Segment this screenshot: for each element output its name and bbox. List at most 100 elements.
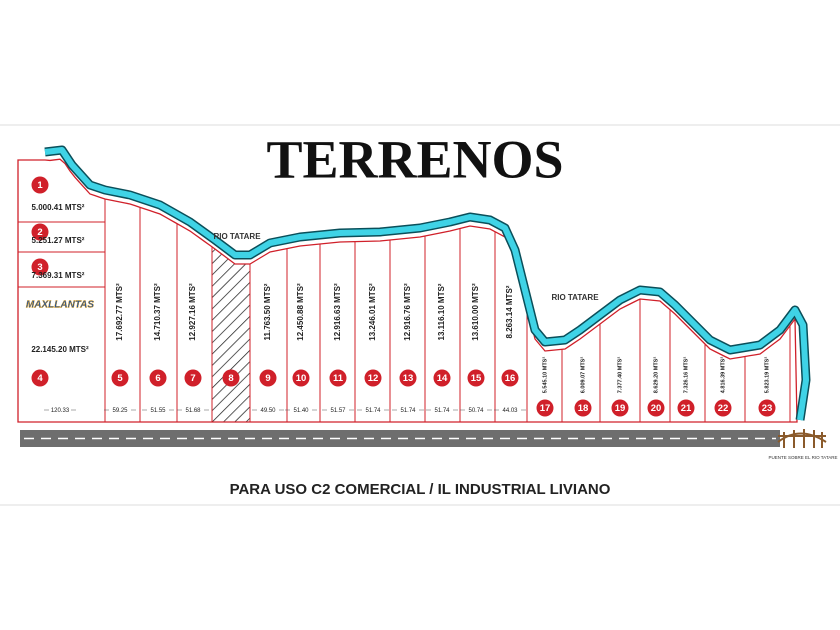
lot-frontage: 49.50 <box>260 408 276 414</box>
lot-frontage: 51.57 <box>330 408 346 414</box>
lot-badge <box>433 369 451 387</box>
lot-number: 4 <box>37 373 43 384</box>
lot-badge <box>714 399 732 417</box>
lot-area: 13.116.10 MTS² <box>437 283 446 340</box>
title: TERRENOS <box>266 129 563 189</box>
lot-frontage: 51.68 <box>185 408 201 414</box>
lot-frontage: 44.03 <box>502 408 518 414</box>
lot-outline <box>17 158 798 423</box>
lot-number: 10 <box>296 373 307 384</box>
lot-area: 14.710.37 MTS² <box>153 283 162 341</box>
lot-area: 17.692.77 MTS² <box>115 283 124 341</box>
hatched-lot <box>212 246 250 422</box>
plan: RIO TATARE RIO TATARE MAXLLANTAS 1 5.000.41 … <box>17 145 811 423</box>
frontage-bg <box>465 405 487 415</box>
lot-area: 5.000.41 MTS² <box>32 203 85 212</box>
lot-badge <box>677 399 695 417</box>
lot-badge <box>501 369 519 387</box>
lot-badge <box>647 399 665 417</box>
lot-number: 1 <box>37 180 43 191</box>
lot-number: 13 <box>403 373 414 384</box>
lot-frontage: 120.33 <box>51 408 70 414</box>
lot-badge <box>31 223 49 241</box>
frontage-bg <box>257 405 279 415</box>
lot-badge <box>574 399 592 417</box>
river <box>44 147 809 421</box>
lot-number: 19 <box>615 403 626 414</box>
lot-frontage: 51.74 <box>400 408 416 414</box>
lot-number: 17 <box>540 403 551 414</box>
lot-area: 13.610.00 MTS² <box>471 283 480 341</box>
lot-number: 12 <box>368 373 379 384</box>
lot-number: 5 <box>117 373 123 384</box>
lot-badge <box>292 369 310 387</box>
frontage-bg <box>397 405 419 415</box>
lot-number: 16 <box>505 373 516 384</box>
lot-number: 14 <box>437 373 448 384</box>
lot-number: 9 <box>265 373 270 384</box>
river-label: RIO TATARE <box>551 293 599 302</box>
lot-number: 18 <box>578 403 589 414</box>
lot-area: 8.263.14 MTS² <box>505 285 514 338</box>
lot-area: 8.629.20 MTS² <box>652 357 659 394</box>
frontage-bg <box>147 405 169 415</box>
lot-frontage: 51.55 <box>150 408 166 414</box>
lot-number: 7 <box>190 373 195 384</box>
lot-area: 4.816.39 MTS² <box>719 357 726 394</box>
lot-area: 7.369.31 MTS² <box>32 271 85 280</box>
lot-area: 6.009.07 MTS² <box>579 357 586 394</box>
lot-area: 5.545.10 MTS² <box>541 357 548 394</box>
subtitle: PARA USO C2 COMERCIAL / IL INDUSTRIAL LI… <box>230 481 611 498</box>
lot-area: 5.823.19 MTS² <box>763 357 770 394</box>
lot-area: 13.246.01 MTS² <box>368 283 377 341</box>
lot-badge <box>467 369 485 387</box>
lot-number: 23 <box>762 403 773 414</box>
lot-number: 8 <box>228 373 233 384</box>
lot-badge <box>111 369 129 387</box>
bridge-label: PUENTE SOBRE EL RIO TATARE <box>768 455 837 460</box>
lot-area: 12.450.88 MTS² <box>296 283 305 341</box>
lot-badge <box>399 369 417 387</box>
lot-area: 22.145.20 MTS² <box>31 345 89 354</box>
lot-badge <box>758 399 776 417</box>
lot-area: 12.916.63 MTS² <box>333 283 342 341</box>
lot-frontage: 50.74 <box>468 408 484 414</box>
lot-number: 21 <box>681 403 692 414</box>
frontage-bg <box>290 405 312 415</box>
logo: MAXLLANTAS <box>26 300 94 311</box>
bridge <box>777 429 827 448</box>
lot-number: 20 <box>651 403 662 414</box>
lot-badge <box>259 369 277 387</box>
lot-badge <box>31 176 49 194</box>
lot-badge <box>364 369 382 387</box>
lot-number: 11 <box>333 373 344 384</box>
river-label: RIO TATARE <box>213 232 261 241</box>
lot-frontage: 51.74 <box>365 408 381 414</box>
lot-number: 3 <box>37 262 42 273</box>
frontage-bg <box>499 405 521 415</box>
lot-area: 7.326.16 MTS² <box>682 357 689 394</box>
lot-badge <box>536 399 554 417</box>
lot-area: 11.763.50 MTS² <box>263 283 272 340</box>
lot-number: 2 <box>37 227 42 238</box>
lot-frontage: 51.74 <box>434 408 450 414</box>
lot-badge <box>329 369 347 387</box>
lot-area: 7.377.40 MTS² <box>616 357 623 394</box>
lot-badge <box>611 399 629 417</box>
lot-area: 5.251.27 MTS² <box>32 236 85 245</box>
lot-frontage: 59.25 <box>112 408 128 414</box>
lot-area: 12.916.76 MTS² <box>403 283 412 341</box>
frontage-bg <box>431 405 453 415</box>
lot-number: 6 <box>155 373 160 384</box>
lot-badge <box>184 369 202 387</box>
lot-frontage: 51.40 <box>293 408 309 414</box>
lot-number: 15 <box>471 373 482 384</box>
lot-area: 12.927.16 MTS² <box>188 283 197 341</box>
frontage-bg <box>49 405 71 415</box>
lot-badge <box>222 369 240 387</box>
frontage-bg <box>327 405 349 415</box>
frontage-bg <box>362 405 384 415</box>
lot-badge <box>149 369 167 387</box>
lot-badge <box>31 369 49 387</box>
